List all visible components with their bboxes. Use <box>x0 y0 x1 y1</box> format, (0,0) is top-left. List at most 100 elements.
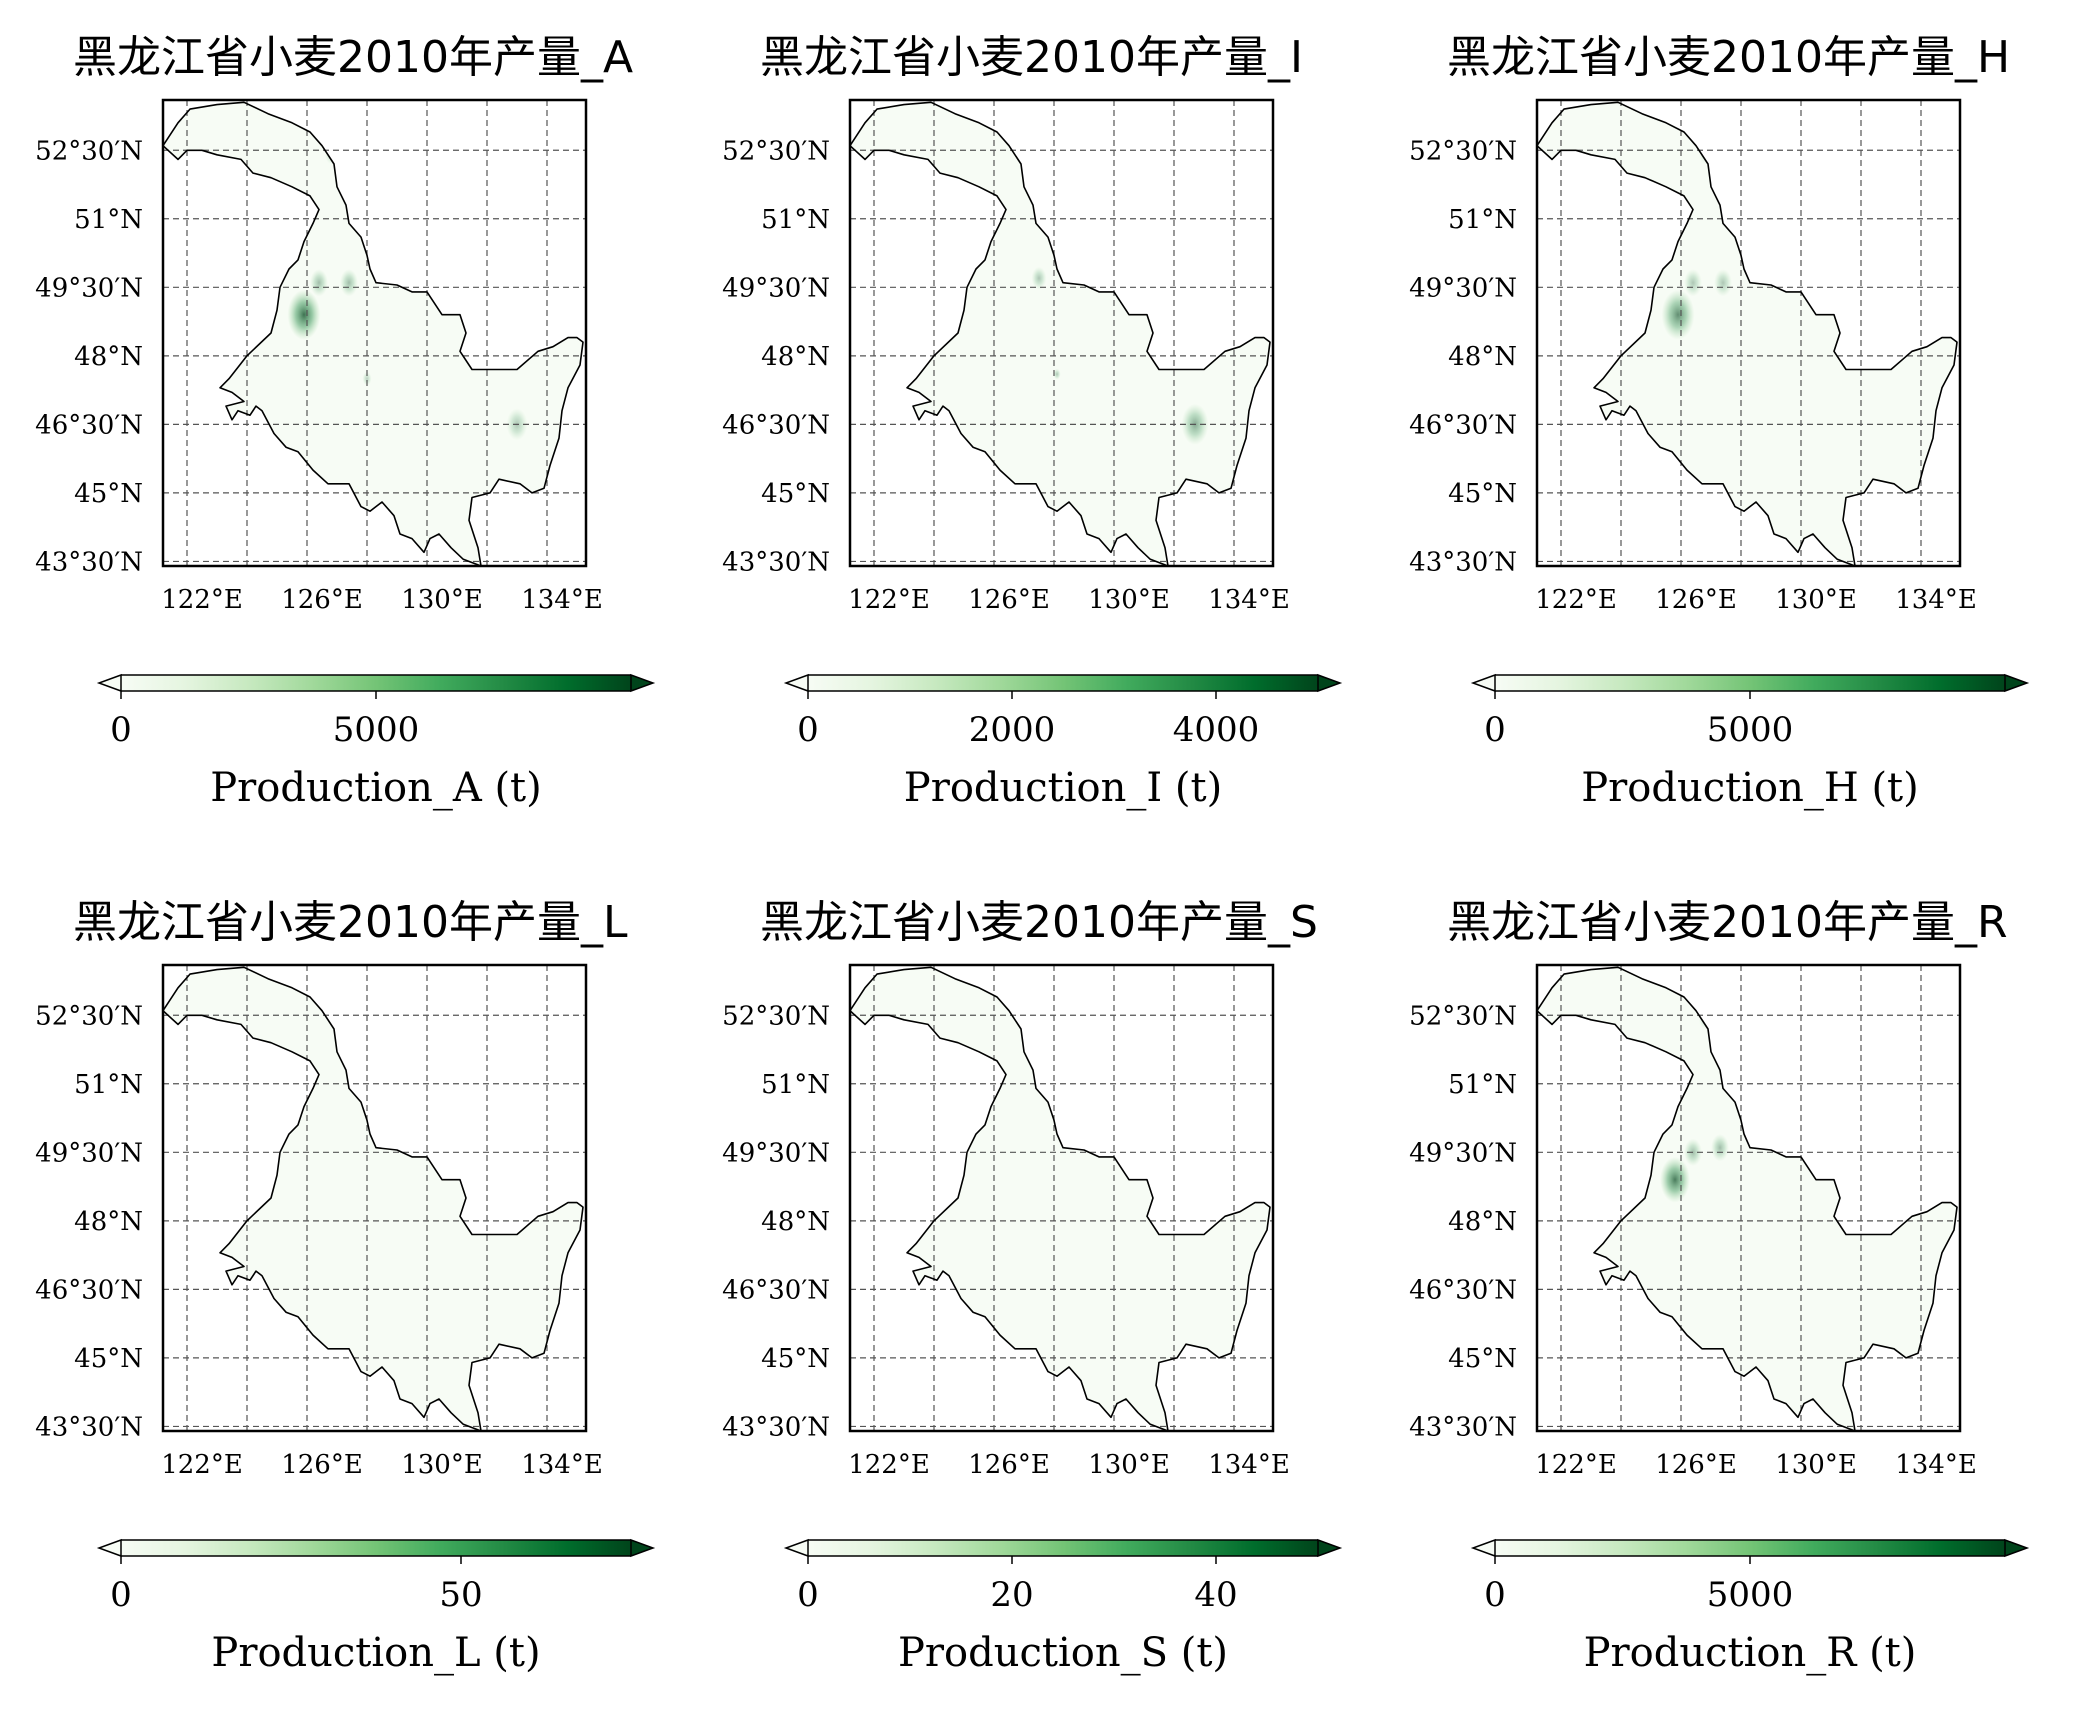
x-tick-label: 130°E <box>1088 1450 1170 1480</box>
colorbar-tick-label: 5000 <box>1707 1575 1794 1615</box>
x-tick-label: 134°E <box>1895 1450 1977 1480</box>
colorbar-label: Production_L (t) <box>211 1630 540 1676</box>
y-tick-label: 48°N <box>761 1207 830 1237</box>
y-tick-label: 46°30′N <box>722 1275 830 1305</box>
y-tick-label: 43°30′N <box>1409 547 1517 577</box>
province-fill <box>850 967 1270 1431</box>
map-frame <box>1535 98 1962 568</box>
y-tick-label: 51°N <box>74 1070 143 1100</box>
x-tick-label: 126°E <box>1655 1450 1737 1480</box>
x-tick-label: 126°E <box>968 585 1050 615</box>
colorbar: 0 5000 Production_A (t) <box>96 673 656 811</box>
y-tick-label: 52°30′N <box>1409 1001 1517 1031</box>
y-tick-label: 46°30′N <box>1409 410 1517 440</box>
x-tick-label: 130°E <box>401 1450 483 1480</box>
colorbar-tick-label: 0 <box>797 710 819 750</box>
x-tick-label: 134°E <box>1208 1450 1290 1480</box>
colorbar-tick-label: 0 <box>1484 710 1506 750</box>
map-frame <box>161 98 588 568</box>
y-tick-label: 45°N <box>1448 479 1517 509</box>
colorbar-tick-label: 0 <box>1484 1575 1506 1615</box>
map-panel-6: 黑龙江省小麦2010年产量_R 122°E 126°E 130°E 134°E 43°30… <box>1409 897 2030 1676</box>
province-border <box>162 966 584 1432</box>
map-panel-2: 黑龙江省小麦2010年产量_I 122°E 126°E 130°E 134°E 43°30… <box>722 32 1343 811</box>
colorbar-label: Production_S (t) <box>898 1630 1228 1676</box>
province-fill <box>1537 967 1957 1431</box>
colorbar-tick-label: 0 <box>110 710 132 750</box>
map-panel-5: 黑龙江省小麦2010年产量_S 122°E 126°E 130°E 134°E 43°30… <box>722 897 1343 1676</box>
x-tick-label: 122°E <box>161 585 243 615</box>
colorbar-extend-min <box>783 673 809 693</box>
colorbar-extend-max <box>2004 1538 2030 1558</box>
production-hotspot <box>1684 269 1702 297</box>
production-hotspot <box>325 145 337 164</box>
colorbar-tick-label: 50 <box>439 1575 482 1615</box>
colorbar: 0 5000 Production_R (t) <box>1470 1538 2030 1676</box>
colorbar-tick-label: 0 <box>110 1575 132 1615</box>
province-border <box>1536 966 1958 1432</box>
x-tick-label: 130°E <box>1088 585 1170 615</box>
x-tick-label: 134°E <box>1208 585 1290 615</box>
province-border <box>849 101 1271 567</box>
y-tick-label: 46°30′N <box>35 1275 143 1305</box>
colorbar-extend-max <box>2004 673 2030 693</box>
y-tick-label: 49°30′N <box>35 273 143 303</box>
y-tick-label: 51°N <box>761 205 830 235</box>
x-tick-label: 130°E <box>1775 585 1857 615</box>
colorbar-extend-max <box>630 673 656 693</box>
production-hotspot <box>1714 269 1732 297</box>
colorbar-extend-min <box>1470 1538 1496 1558</box>
x-tick-label: 126°E <box>281 1450 363 1480</box>
production-hotspot <box>1711 1134 1729 1162</box>
colorbar-tick-label: 4000 <box>1173 710 1260 750</box>
colorbar-extend-min <box>96 673 122 693</box>
y-tick-label: 49°30′N <box>722 273 830 303</box>
province-fill <box>163 102 583 567</box>
production-hotspot <box>1660 1156 1690 1203</box>
y-tick-label: 43°30′N <box>722 547 830 577</box>
province-border <box>849 966 1271 1432</box>
colorbar-tick-label: 2000 <box>969 710 1056 750</box>
y-tick-label: 51°N <box>761 1070 830 1100</box>
province-fill <box>163 967 583 1431</box>
panel-title: 黑龙江省小麦2010年产量_H <box>1447 32 2010 83</box>
production-hotspot <box>1031 266 1047 290</box>
y-tick-label: 46°30′N <box>1409 1275 1517 1305</box>
production-hotspot <box>1699 145 1711 164</box>
colorbar-gradient <box>1495 675 2005 691</box>
y-tick-label: 48°N <box>74 1207 143 1237</box>
y-tick-label: 49°30′N <box>1409 1138 1517 1168</box>
x-tick-label: 134°E <box>521 1450 603 1480</box>
panel-title: 黑龙江省小麦2010年产量_I <box>760 32 1303 83</box>
colorbar-gradient <box>121 675 631 691</box>
y-tick-label: 45°N <box>761 1344 830 1374</box>
y-tick-label: 48°N <box>1448 1207 1517 1237</box>
colorbar-extend-max <box>630 1538 656 1558</box>
map-panel-3: 黑龙江省小麦2010年产量_H 122°E 126°E 130°E 134°E 43°30… <box>1409 32 2030 811</box>
y-tick-label: 46°30′N <box>722 410 830 440</box>
map-frame <box>1535 963 1962 1433</box>
colorbar-extend-min <box>1470 673 1496 693</box>
y-tick-label: 45°N <box>761 479 830 509</box>
panel-title: 黑龙江省小麦2010年产量_L <box>73 897 628 948</box>
x-tick-label: 130°E <box>1775 1450 1857 1480</box>
production-hotspot <box>1053 368 1061 380</box>
production-hotspot <box>1699 1010 1711 1029</box>
y-tick-label: 43°30′N <box>722 1412 830 1442</box>
y-tick-label: 43°30′N <box>1409 1412 1517 1442</box>
province-border <box>1536 101 1958 567</box>
y-tick-label: 45°N <box>74 479 143 509</box>
panel-title: 黑龙江省小麦2010年产量_R <box>1447 897 2008 948</box>
colorbar: 0 5000 Production_H (t) <box>1470 673 2030 811</box>
colorbar: 0 50 Production_L (t) <box>96 1538 656 1676</box>
colorbar-gradient <box>808 675 1318 691</box>
colorbar-tick-label: 0 <box>797 1575 819 1615</box>
panel-title: 黑龙江省小麦2010年产量_S <box>760 897 1318 948</box>
province-fill <box>1537 102 1957 567</box>
colorbar-label: Production_A (t) <box>210 765 541 811</box>
x-tick-label: 122°E <box>161 1450 243 1480</box>
x-tick-label: 126°E <box>1655 585 1737 615</box>
y-tick-label: 46°30′N <box>35 410 143 440</box>
production-hotspot <box>1661 289 1695 340</box>
